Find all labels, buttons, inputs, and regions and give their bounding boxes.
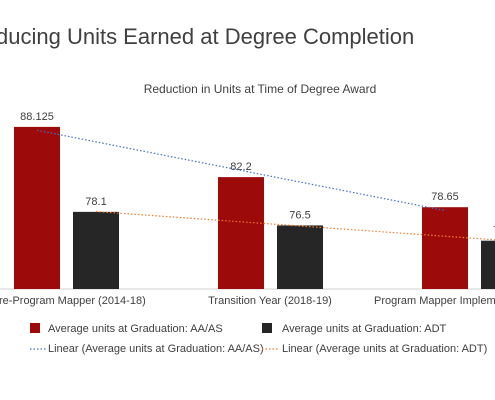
bar bbox=[73, 211, 119, 289]
bar bbox=[14, 126, 60, 290]
x-tick-label: Transition Year (2018-19) bbox=[208, 295, 332, 307]
data-label: 88.125 bbox=[20, 111, 54, 123]
x-tick-label: re-Program Mapper (2014-18) bbox=[0, 295, 146, 307]
legend-swatch bbox=[30, 323, 40, 333]
chart-subtitle: Reduction in Units at Time of Degree Awa… bbox=[144, 82, 377, 96]
bar bbox=[218, 177, 264, 289]
data-label: 74.7 bbox=[493, 225, 495, 237]
legend-label: Average units at Graduation: AA/AS bbox=[48, 323, 223, 335]
legend-label: Average units at Graduation: ADT bbox=[282, 323, 447, 335]
trendline bbox=[36, 129, 446, 212]
legend-label: Linear (Average units at Graduation: AA/… bbox=[48, 343, 264, 355]
data-label: 78.65 bbox=[431, 191, 459, 203]
data-label: 78.1 bbox=[85, 196, 106, 208]
legend-swatch bbox=[262, 323, 272, 333]
legend-label: Linear (Average units at Graduation: ADT… bbox=[282, 343, 487, 355]
bar bbox=[277, 225, 323, 289]
x-tick-label: Program Mapper Impleme bbox=[374, 295, 495, 307]
data-label: 82.2 bbox=[230, 161, 251, 173]
trendline bbox=[95, 210, 495, 241]
chart-title: ducing Units Earned at Degree Completion bbox=[0, 24, 414, 49]
bar bbox=[422, 207, 468, 289]
data-label: 76.5 bbox=[289, 209, 310, 221]
bar bbox=[481, 240, 495, 289]
